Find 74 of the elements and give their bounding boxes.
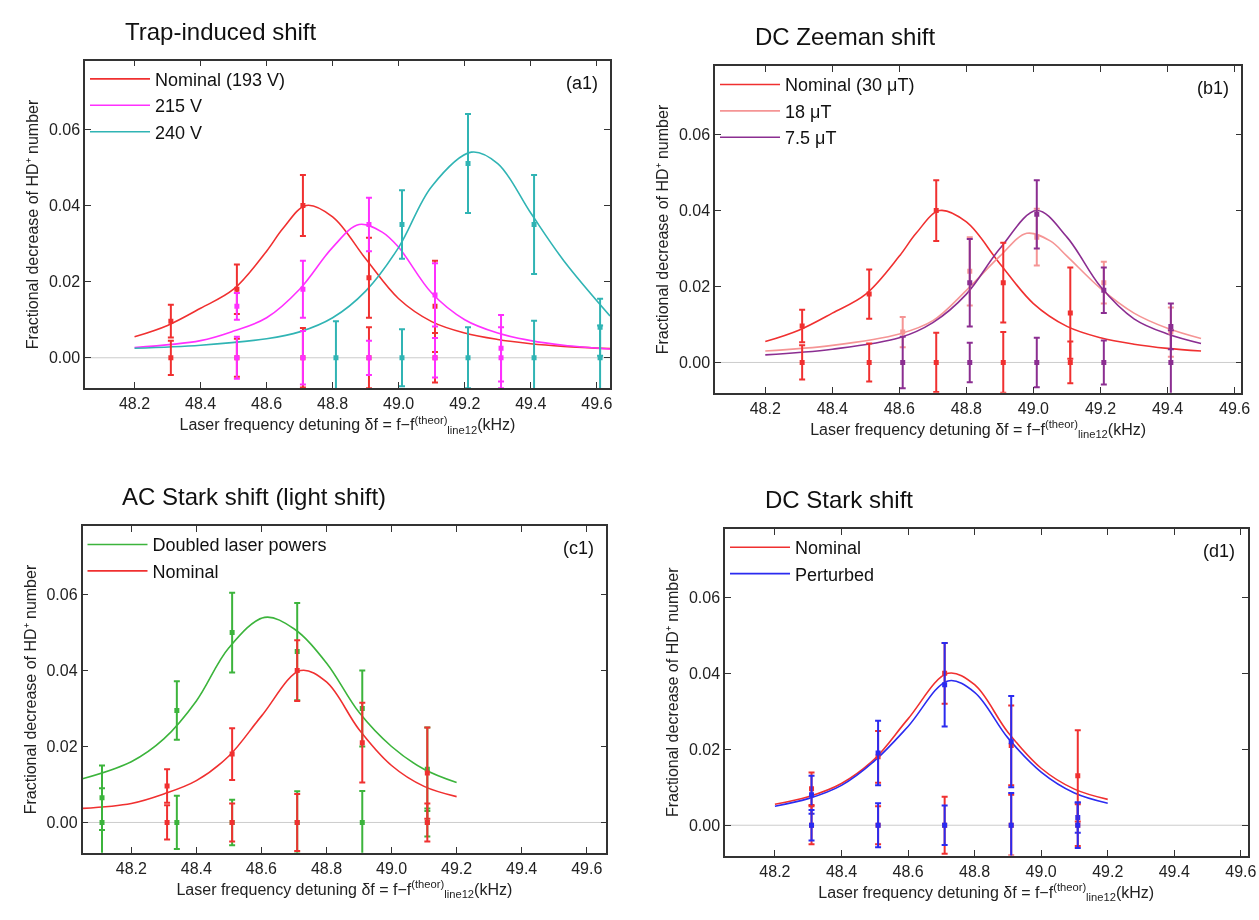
x-tick-label: 49.0 (375, 859, 408, 877)
y-tick-label: 0.00 (678, 354, 711, 372)
y-tick-label: 0.02 (46, 738, 78, 756)
y-tick-label: 0.04 (46, 662, 78, 680)
annotation: (a1) (566, 73, 599, 93)
y-tick-label: 0.02 (688, 740, 721, 758)
y-tick-label: 0.02 (48, 273, 81, 291)
x-tick-label: 49.4 (1158, 862, 1190, 880)
x-tick-label: 48.4 (180, 859, 213, 877)
y-tick-label: 0.04 (48, 197, 81, 215)
legend-label: Nominal (30 μT) (785, 75, 915, 96)
x-tick-label: 49.2 (449, 395, 481, 413)
x-tick-label: 48.6 (245, 859, 278, 877)
annotation: (b1) (1197, 78, 1230, 98)
y-axis-title: Fractional decrease of HD⁺ number (654, 104, 672, 355)
x-tick-label: 48.6 (883, 399, 916, 417)
x-tick-label: 49.4 (506, 859, 538, 877)
x-tick-label: 48.8 (959, 862, 991, 880)
legend-label: 215 V (155, 96, 203, 117)
chart-title: AC Stark shift (light shift) (122, 483, 387, 510)
x-tick-label: 48.2 (759, 862, 791, 880)
x-tick-label: 48.4 (816, 399, 848, 417)
x-tick-label: 49.2 (1084, 399, 1117, 417)
annotation: (c1) (563, 538, 594, 558)
legend-label: Nominal (193 V) (155, 69, 286, 90)
annotation: (d1) (1203, 541, 1236, 561)
x-tick-label: 49.4 (1151, 399, 1184, 417)
chart-title: DC Zeeman shift (755, 23, 936, 50)
x-tick-label: 48.8 (317, 395, 349, 413)
y-tick-label: 0.06 (46, 586, 78, 604)
y-tick-label: 0.04 (688, 664, 721, 682)
y-tick-label: 0.06 (48, 120, 81, 138)
x-tick-label: 48.6 (251, 395, 283, 413)
x-tick-label: 49.6 (581, 395, 613, 413)
x-tick-label: 49.0 (383, 395, 415, 413)
x-tick-label: 48.4 (185, 395, 217, 413)
y-tick-label: 0.00 (48, 349, 81, 367)
y-axis-title: Fractional decrease of HD⁺ number (664, 566, 682, 818)
y-tick-label: 0.06 (688, 588, 721, 606)
x-axis-title: Laser frequency detuning δf = f−f$^{(theor)}$$_{line12}$(kHz) (176, 878, 513, 901)
legend-label: 18 μT (785, 101, 832, 122)
legend-label: Perturbed (795, 564, 875, 585)
y-tick-label: 0.00 (46, 814, 78, 832)
x-tick-label: 48.8 (310, 859, 343, 877)
x-tick-label: 48.2 (118, 395, 151, 413)
chart-title: DC Stark shift (765, 486, 914, 513)
y-tick-label: 0.06 (678, 126, 711, 144)
legend-label: Nominal (795, 538, 862, 559)
legend-label: Doubled laser powers (152, 535, 327, 556)
x-tick-label: 49.6 (571, 859, 603, 877)
y-axis-title: Fractional decrease of HD⁺ number (21, 564, 39, 815)
x-tick-label: 48.2 (115, 859, 147, 877)
x-tick-label: 48.4 (825, 862, 858, 880)
legend-label: Nominal (152, 561, 219, 582)
x-tick-label: 49.4 (515, 395, 547, 413)
legend-label: 240 V (155, 122, 203, 143)
x-tick-label: 49.6 (1225, 862, 1257, 880)
x-tick-label: 48.6 (892, 862, 924, 880)
legend-label: 7.5 μT (785, 128, 837, 149)
chart-title: Trap-induced shift (125, 18, 317, 45)
x-tick-label: 48.8 (950, 399, 983, 417)
x-axis-title: Laser frequency detuning δf = f−f$^{(theor)}$$_{line12}$(kHz) (818, 881, 1155, 904)
x-tick-label: 49.0 (1017, 399, 1050, 417)
x-axis-title: Laser frequency detuning δf = f−f$^{(theor)}$$_{line12}$(kHz) (179, 413, 516, 436)
y-tick-label: 0.04 (678, 202, 711, 220)
x-tick-label: 48.2 (749, 399, 781, 417)
y-tick-label: 0.00 (688, 816, 721, 834)
y-tick-label: 0.02 (678, 278, 711, 296)
x-tick-label: 49.2 (1092, 862, 1124, 880)
x-axis-title: Laser frequency detuning δf = f−f$^{(theor)}$$_{line12}$(kHz) (810, 418, 1147, 441)
x-tick-label: 49.2 (441, 859, 473, 877)
x-tick-label: 49.0 (1025, 862, 1057, 880)
x-tick-label: 49.6 (1218, 399, 1251, 417)
y-axis-title: Fractional decrease of HD⁺ number (24, 99, 42, 350)
